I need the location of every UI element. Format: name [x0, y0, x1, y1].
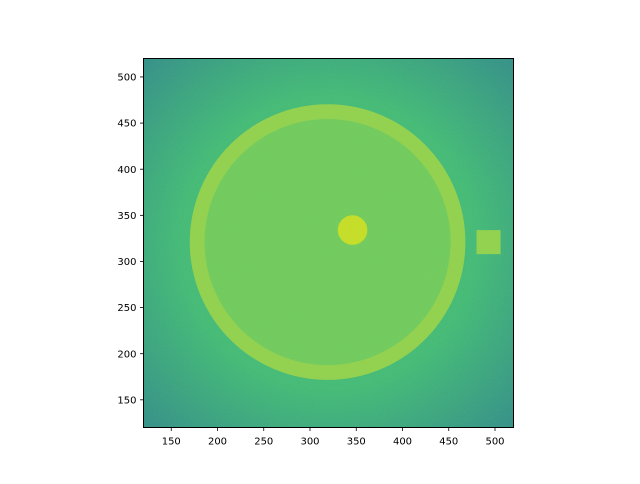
plot-area [143, 58, 514, 428]
y-tick-label: 200 [117, 349, 136, 360]
y-tick-label: 500 [117, 73, 136, 84]
x-tick-label: 400 [393, 437, 412, 448]
y-tick-label: 150 [117, 395, 136, 406]
x-tick-label: 300 [300, 437, 319, 448]
image-noise [143, 58, 514, 428]
x-tick-label: 500 [485, 437, 504, 448]
y-axis: 150 200 250 300 350 400 450 500 [117, 73, 144, 406]
y-tick-label: 350 [117, 211, 136, 222]
x-tick-label: 350 [347, 437, 366, 448]
y-tick-label: 250 [117, 303, 136, 314]
x-tick-label: 450 [439, 437, 458, 448]
x-tick-label: 150 [162, 437, 181, 448]
x-tick-label: 200 [208, 437, 227, 448]
axes-frame [143, 58, 514, 428]
y-tick-label: 450 [117, 119, 136, 130]
y-tick-label: 400 [117, 165, 136, 176]
y-tick-label: 300 [117, 257, 136, 268]
x-tick-label: 250 [254, 437, 273, 448]
x-axis: 150 200 250 300 350 400 450 500 [162, 427, 505, 448]
